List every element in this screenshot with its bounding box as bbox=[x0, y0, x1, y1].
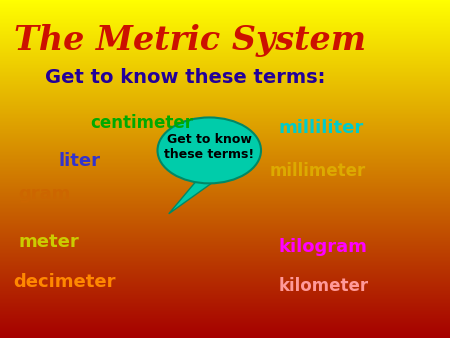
Text: The Metric System: The Metric System bbox=[14, 24, 365, 57]
Text: liter: liter bbox=[58, 151, 100, 170]
Text: Get to know these terms:: Get to know these terms: bbox=[45, 68, 325, 87]
Text: decimeter: decimeter bbox=[14, 273, 116, 291]
Text: Get to know
these terms!: Get to know these terms! bbox=[164, 133, 254, 161]
Ellipse shape bbox=[158, 117, 261, 183]
Text: kilometer: kilometer bbox=[279, 276, 369, 295]
Text: milliliter: milliliter bbox=[279, 119, 364, 138]
Text: millimeter: millimeter bbox=[270, 162, 366, 180]
Text: gram: gram bbox=[18, 185, 70, 203]
Text: centimeter: centimeter bbox=[90, 114, 193, 132]
Polygon shape bbox=[169, 182, 214, 214]
Text: meter: meter bbox=[18, 233, 79, 251]
Text: kilogram: kilogram bbox=[279, 238, 368, 256]
